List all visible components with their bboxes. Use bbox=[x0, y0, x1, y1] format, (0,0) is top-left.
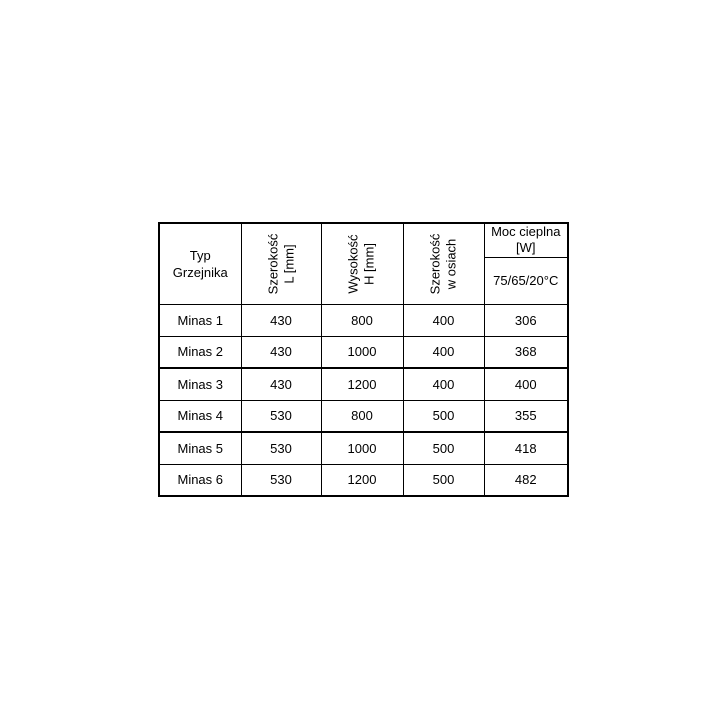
rotated-label: Szerokość L [mm] bbox=[265, 233, 297, 294]
cell-szerokosc-l: 530 bbox=[240, 431, 322, 465]
header-line: H [mm] bbox=[362, 242, 377, 285]
header-line: Typ bbox=[189, 247, 211, 263]
cell-szerokosc-w-osiach: 500 bbox=[402, 399, 485, 433]
cell-wysokosc-h: 1200 bbox=[320, 463, 404, 497]
header-line: L [mm] bbox=[280, 244, 296, 284]
cell-szerokosc-l: 530 bbox=[240, 399, 322, 433]
table-row: Minas 6 530 1200 500 482 bbox=[158, 463, 569, 497]
cell-wysokosc-h: 1000 bbox=[320, 431, 404, 465]
col-header-typ-grzejnika: Typ Grzejnika bbox=[158, 222, 242, 305]
cell-wysokosc-h: 1200 bbox=[320, 367, 404, 401]
cell-wysokosc-h: 1000 bbox=[320, 335, 404, 369]
cell-szerokosc-w-osiach: 400 bbox=[402, 335, 485, 369]
col-header-szerokosc-l: Szerokość L [mm] bbox=[240, 222, 322, 305]
header-line: [W] bbox=[516, 240, 536, 256]
rotated-label: Szerokość w osiach bbox=[427, 233, 459, 294]
cell-szerokosc-w-osiach: 400 bbox=[402, 367, 485, 401]
cell-szerokosc-w-osiach: 500 bbox=[402, 463, 485, 497]
table-row: Minas 1 430 800 400 306 bbox=[158, 303, 569, 337]
radiator-spec-table: Typ Grzejnika Szerokość L [mm] Wysokość … bbox=[158, 222, 569, 497]
cell-moc: 355 bbox=[483, 399, 569, 433]
header-row: Typ Grzejnika Szerokość L [mm] Wysokość … bbox=[158, 222, 569, 305]
header-line: w osiach bbox=[443, 238, 459, 290]
table-row: Minas 5 530 1000 500 418 bbox=[158, 431, 569, 465]
cell-szerokosc-w-osiach: 500 bbox=[402, 431, 485, 465]
col-header-szerokosc-w-osiach: Szerokość w osiach bbox=[402, 222, 485, 305]
table-row: Minas 3 430 1200 400 400 bbox=[158, 367, 569, 401]
col-header-moc-cieplna: Moc cieplna [W] bbox=[483, 222, 569, 258]
cell-szerokosc-l: 430 bbox=[240, 367, 322, 401]
cell-typ: Minas 6 bbox=[158, 463, 242, 497]
cell-wysokosc-h: 800 bbox=[320, 399, 404, 433]
cell-moc: 400 bbox=[483, 367, 569, 401]
header-line: Szerokość bbox=[427, 233, 443, 295]
cell-typ: Minas 3 bbox=[158, 367, 242, 401]
cell-szerokosc-l: 430 bbox=[240, 335, 322, 369]
header-line: Wysokość bbox=[346, 234, 361, 294]
header-line: Moc cieplna bbox=[491, 224, 561, 240]
col-header-temp-condition: 75/65/20°C bbox=[483, 256, 569, 305]
cell-typ: Minas 4 bbox=[158, 399, 242, 433]
cell-typ: Minas 5 bbox=[158, 431, 242, 465]
header-line: Grzejnika bbox=[172, 264, 228, 280]
cell-typ: Minas 1 bbox=[158, 303, 242, 337]
cell-wysokosc-h: 800 bbox=[320, 303, 404, 337]
cell-moc: 306 bbox=[483, 303, 569, 337]
cell-moc: 418 bbox=[483, 431, 569, 465]
col-header-wysokosc-h: Wysokość H [mm] bbox=[320, 222, 404, 305]
cell-typ: Minas 2 bbox=[158, 335, 242, 369]
table-row: Minas 2 430 1000 400 368 bbox=[158, 335, 569, 369]
cell-moc: 368 bbox=[483, 335, 569, 369]
cell-moc: 482 bbox=[483, 463, 569, 497]
rotated-label: Wysokość H [mm] bbox=[346, 234, 378, 293]
radiator-spec-table-wrap: Typ Grzejnika Szerokość L [mm] Wysokość … bbox=[158, 222, 569, 497]
cell-szerokosc-l: 530 bbox=[240, 463, 322, 497]
table-row: Minas 4 530 800 500 355 bbox=[158, 399, 569, 433]
cell-szerokosc-w-osiach: 400 bbox=[402, 303, 485, 337]
cell-szerokosc-l: 430 bbox=[240, 303, 322, 337]
header-subrow: 75/65/20°C bbox=[159, 256, 569, 305]
header-line: Szerokość bbox=[264, 233, 280, 295]
